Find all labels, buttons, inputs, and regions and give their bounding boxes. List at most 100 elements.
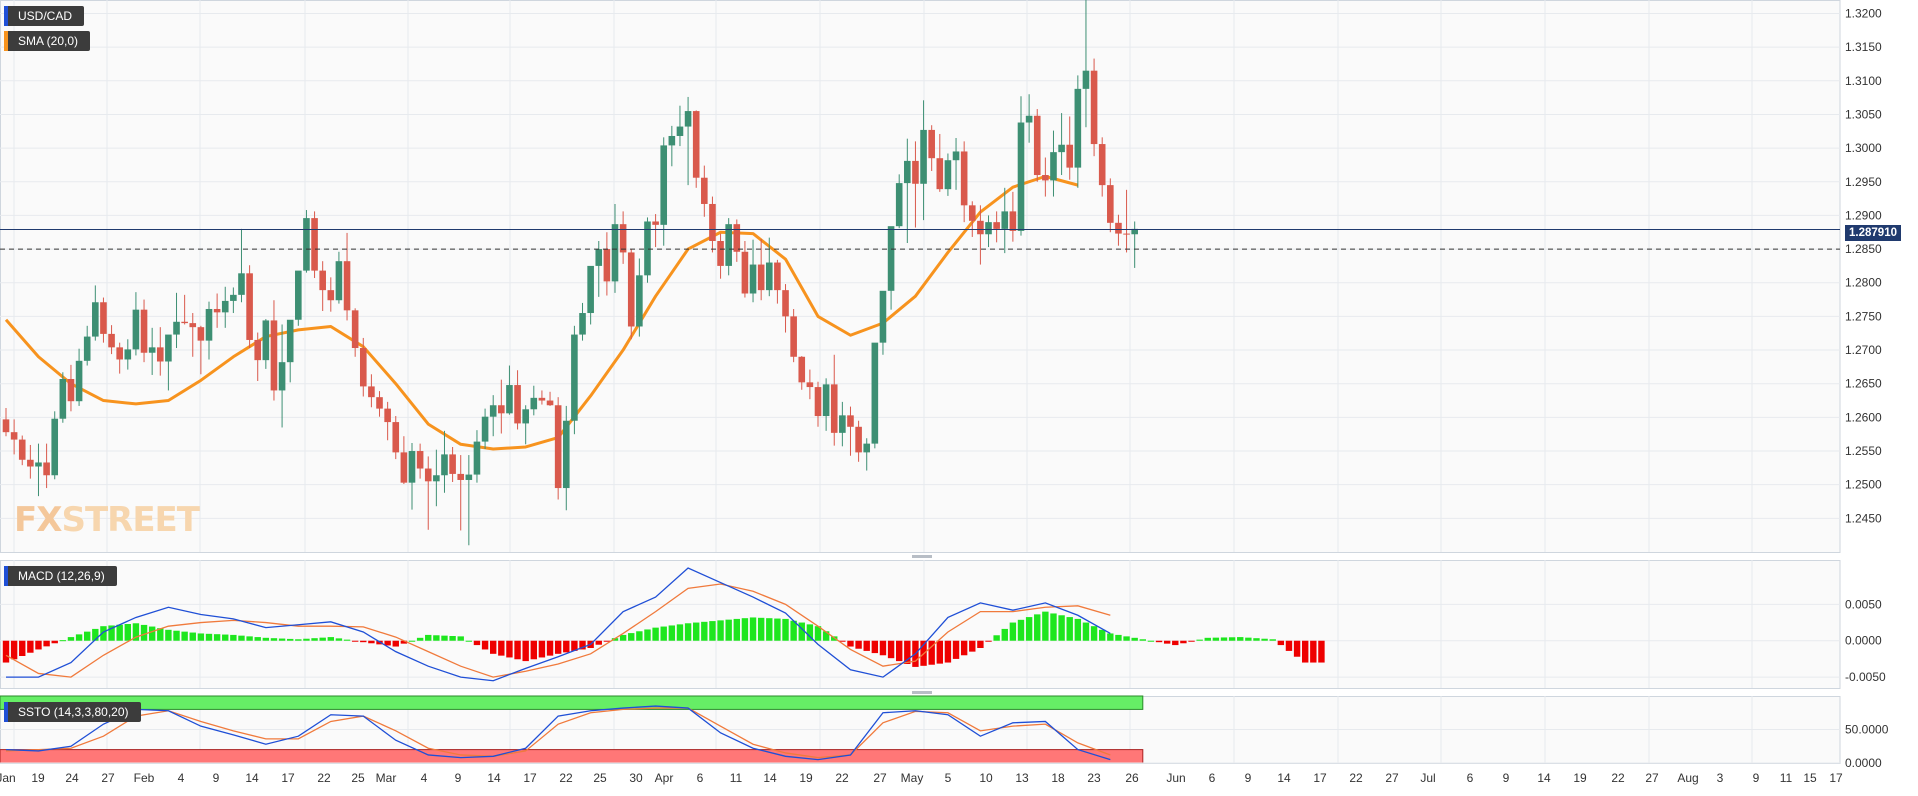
x-axis-date-label: 27 [101,771,115,785]
price-tick-label: 1.2900 [1845,208,1882,222]
macd-hist-bar-positive [741,618,749,641]
ssto-tick-label: 0.0000 [1845,756,1882,770]
candle-down [246,273,253,340]
macd-hist-bar-positive [684,623,692,641]
macd-tick-label: 0.0000 [1845,634,1882,648]
candle-down [733,224,741,252]
candle-up [165,334,172,362]
macd-hist-bar-negative [944,640,952,663]
macd-hist-bar-negative [563,640,570,653]
x-axis-date-label: 10 [979,771,993,785]
candle-down [619,224,627,253]
candle-up [481,416,489,442]
macd-hist-bar-positive [1107,633,1114,641]
macd-hist-bar-negative [514,640,521,660]
macd-label-text: MACD (12,26,9) [18,569,105,583]
x-axis-date-label: 9 [455,771,462,785]
candle-up [1082,70,1090,89]
candle-up [75,360,83,402]
candle-down [392,422,400,453]
macd-hist-bar-positive [205,633,213,641]
macd-hist-bar-negative [985,640,992,642]
candle-down [774,262,781,291]
x-axis-date-label: 22 [1349,771,1363,785]
macd-hist-bar-positive [1090,626,1098,641]
macd-hist-bar-positive [806,624,814,641]
x-axis-date-label: 27 [873,771,887,785]
candle-up [278,362,286,391]
candle-up [595,249,603,266]
x-axis-date-label: 25 [351,771,365,785]
ssto-color-swatch [4,702,8,722]
candle-down [1066,144,1074,168]
macd-hist-bar-positive [465,640,473,642]
x-axis-date-label: 22 [559,771,573,785]
macd-hist-bar-positive [84,631,91,641]
candle-up [35,462,42,467]
x-axis-date-label: 27 [1385,771,1399,785]
candle-down [603,249,611,282]
x-axis-date-label: 26 [1125,771,1139,785]
candle-down [709,203,716,241]
candle-up [562,420,570,489]
macd-hist-bar-negative [579,640,586,650]
x-axis-date-label: Mar [376,771,397,785]
macd-hist-bar-negative [368,640,375,644]
price-tick-label: 1.2950 [1845,175,1882,189]
candle-down [627,252,635,327]
candle-down [140,309,148,353]
macd-hist-bar-negative [27,640,34,653]
macd-hist-bar-negative [35,640,42,650]
price-tick-label: 1.3000 [1845,141,1882,155]
macd-hist-bar-positive [619,634,627,641]
macd-hist-bar-negative [871,640,879,654]
macd-hist-bar-negative [1293,640,1301,657]
candle-down [311,218,318,271]
macd-hist-bar-negative [1172,640,1179,646]
candle-down [692,111,700,178]
x-axis-date-label: 6 [697,771,704,785]
macd-hist-bar-positive [1220,637,1228,641]
macd-hist-bar-positive [132,623,140,641]
macd-panel [0,560,1841,689]
macd-hist-bar-negative [351,640,359,642]
sma-color-swatch [4,31,8,51]
x-axis-date-label: 4 [178,771,185,785]
price-tick-label: 1.2550 [1845,444,1882,458]
macd-hist-bar-positive [425,634,432,641]
candle-down [830,384,838,433]
candle-down [912,160,919,184]
macd-hist-bar-positive [1123,636,1130,641]
candle-up [1131,228,1138,235]
candle-up [92,302,99,337]
candle-up [522,409,529,424]
x-axis-date-label: 19 [799,771,813,785]
candle-up [676,126,684,136]
candle-down [1042,175,1049,181]
macd-hist-bar-negative [384,640,391,646]
candle-down [1090,70,1098,145]
x-axis-date-label: 9 [1503,771,1510,785]
x-axis-date-label: 9 [1245,771,1252,785]
candle-up [644,221,651,276]
candle-down [936,158,944,190]
x-axis-date-label: 14 [1537,771,1551,785]
macd-hist-bar-positive [1261,638,1268,641]
macd-hist-bar-positive [1245,637,1252,641]
macd-color-swatch [4,566,8,586]
candle-down [514,385,521,424]
macd-hist-bar-positive [116,624,123,641]
macd-hist-bar-positive [611,638,619,641]
panel-resize-handle [912,555,932,558]
pair-label-text: USD/CAD [18,9,73,23]
x-axis-date-label: 11 [1780,771,1793,785]
last-price-tag: 1.287910 [1845,225,1901,241]
x-axis-date-label: Apr [655,771,674,785]
macd-hist-bar-positive [449,636,456,641]
price-tick-label: 1.2500 [1845,478,1882,492]
macd-hist-bar-positive [441,635,448,641]
macd-hist-bar-positive [433,635,440,641]
sma-line [4,174,1079,451]
